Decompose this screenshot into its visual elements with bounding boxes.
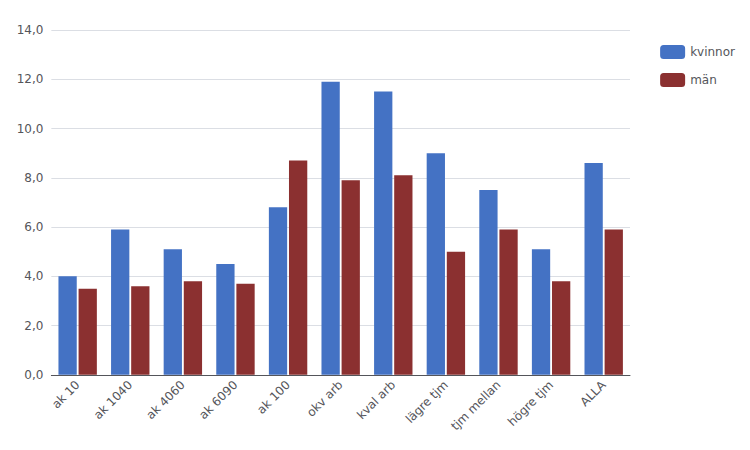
svg-text:4,0: 4,0 — [24, 269, 43, 283]
svg-text:män: män — [690, 73, 717, 87]
svg-text:ak 6090: ak 6090 — [196, 378, 240, 422]
svg-text:okv arb: okv arb — [304, 378, 346, 420]
svg-text:2,0: 2,0 — [24, 319, 43, 333]
svg-text:6,0: 6,0 — [24, 220, 43, 234]
svg-text:ak 100: ak 100 — [254, 378, 293, 417]
svg-text:kval arb: kval arb — [354, 378, 398, 422]
svg-text:0,0: 0,0 — [24, 368, 43, 382]
svg-text:8,0: 8,0 — [24, 171, 43, 185]
svg-text:ak 10: ak 10 — [49, 378, 82, 411]
svg-text:högre tjm: högre tjm — [505, 378, 556, 429]
svg-text:ak 4060: ak 4060 — [144, 378, 188, 422]
svg-text:ak 1040: ak 1040 — [91, 378, 135, 422]
svg-text:ALLA: ALLA — [578, 377, 610, 409]
svg-text:14,0: 14,0 — [17, 23, 44, 37]
svg-text:lägre tjm: lägre tjm — [403, 378, 451, 426]
svg-text:10,0: 10,0 — [17, 122, 44, 136]
svg-text:tjm mellan: tjm mellan — [448, 378, 503, 433]
svg-text:kvinnor: kvinnor — [690, 45, 735, 59]
svg-text:12,0: 12,0 — [17, 72, 44, 86]
